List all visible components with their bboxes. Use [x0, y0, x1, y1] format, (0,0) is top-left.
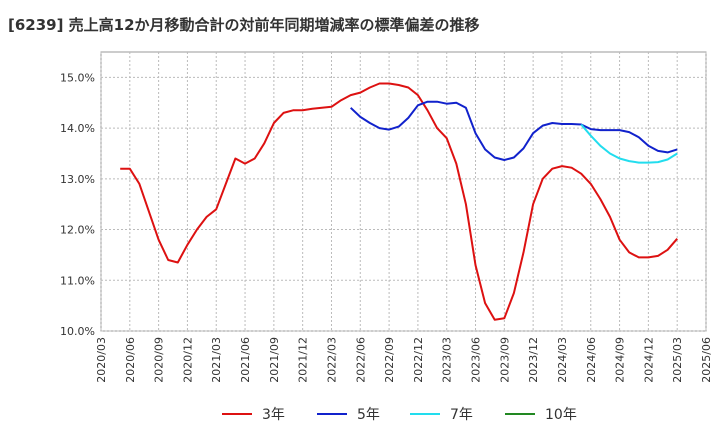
x-tick-label: 2022/09: [383, 337, 396, 383]
chart-title: [6239] 売上高12か月移動合計の対前年同期増減率の標準偏差の推移: [8, 16, 480, 34]
y-tick-label: 15.0%: [60, 71, 95, 84]
x-tick-label: 2024/12: [642, 337, 655, 383]
x-tick-label: 2020/03: [95, 337, 108, 383]
x-tick-label: 2024/09: [614, 337, 627, 383]
x-tick-label: 2020/06: [124, 337, 137, 383]
x-tick-label: 2021/06: [239, 337, 252, 383]
x-tick-label: 2023/03: [441, 337, 454, 383]
plot-area: [100, 51, 707, 332]
x-tick-label: 2021/03: [210, 337, 223, 383]
x-tick-label: 2025/06: [700, 337, 713, 383]
x-tick-label: 2023/12: [527, 337, 540, 383]
legend-label-5年: 5年: [357, 407, 380, 423]
x-tick-label: 2023/06: [470, 337, 483, 383]
x-tick-label: 2020/12: [181, 337, 194, 383]
y-tick-label: 12.0%: [60, 224, 95, 237]
y-tick-label: 10.0%: [60, 325, 95, 338]
legend: 3年 5年 7年 10年: [222, 407, 577, 423]
legend-label-10年: 10年: [545, 407, 577, 423]
x-tick-label: 2021/12: [297, 337, 310, 383]
x-tick-label: 2022/12: [412, 337, 425, 383]
x-tick-label: 2022/03: [325, 337, 338, 383]
x-tick-label: 2023/09: [498, 337, 511, 383]
series-line-3年: [120, 82, 678, 321]
series-line-5年: [350, 100, 678, 161]
y-tick-label: 13.0%: [60, 173, 95, 186]
legend-label-3年: 3年: [262, 407, 285, 423]
y-tick-label: 11.0%: [60, 274, 95, 287]
legend-label-7年: 7年: [450, 407, 473, 423]
x-axis: 2020/03 2020/06 2020/09 2020/12 2021/03 2021/…: [95, 337, 713, 383]
x-tick-label: 2025/03: [671, 337, 684, 383]
x-tick-label: 2024/06: [585, 337, 598, 383]
x-tick-label: 2024/03: [556, 337, 569, 383]
x-tick-label: 2020/09: [153, 337, 166, 383]
x-tick-label: 2022/06: [354, 337, 367, 383]
series-lines: [120, 82, 678, 321]
x-tick-label: 2021/09: [268, 337, 281, 383]
series-line-7年: [580, 123, 678, 164]
grid: [100, 52, 707, 332]
y-tick-label: 14.0%: [60, 122, 95, 135]
y-axis: 10.0% 11.0% 12.0% 13.0% 14.0% 15.0%: [60, 71, 95, 338]
